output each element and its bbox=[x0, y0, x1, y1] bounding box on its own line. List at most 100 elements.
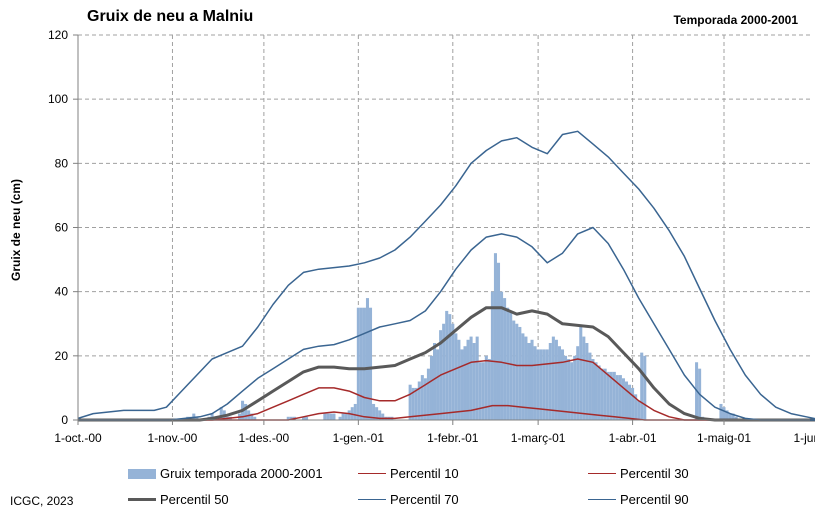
legend: Gruix temporada 2000-2001 Percentil 10 Per… bbox=[128, 466, 768, 516]
snow-depth-bar bbox=[591, 359, 595, 420]
snow-depth-bar bbox=[548, 343, 552, 420]
legend-item: Percentil 90 bbox=[588, 492, 689, 507]
grid-layer bbox=[78, 34, 810, 420]
snow-depth-bar bbox=[536, 349, 540, 420]
snow-depth-bar bbox=[542, 349, 546, 420]
snow-depth-bar bbox=[493, 253, 497, 420]
snow-depth-bar bbox=[570, 362, 574, 420]
legend-swatch bbox=[588, 499, 616, 500]
snow-depth-bar bbox=[344, 413, 348, 420]
snow-depth-bar bbox=[600, 368, 604, 420]
y-tick-label: 0 bbox=[61, 413, 68, 427]
snow-depth-bar bbox=[560, 349, 565, 420]
snow-depth-bar bbox=[521, 333, 525, 420]
snow-depth-bar bbox=[378, 410, 382, 420]
snow-depth-bar bbox=[518, 326, 522, 420]
snow-depth-bar bbox=[332, 413, 336, 420]
snow-depth-bar bbox=[484, 355, 488, 420]
snow-depth-bar bbox=[338, 416, 342, 420]
snow-depth-bar bbox=[634, 394, 638, 420]
snow-depth-bar bbox=[369, 307, 373, 420]
snow-depth-bar bbox=[564, 355, 568, 420]
snow-depth-bar bbox=[618, 375, 622, 420]
snow-depth-bar bbox=[475, 336, 479, 420]
legend-swatch bbox=[358, 499, 386, 500]
snow-depth-bar bbox=[490, 291, 494, 420]
snow-depth-bar bbox=[515, 323, 519, 420]
snow-depth-bar bbox=[597, 365, 601, 420]
snow-depth-bar bbox=[414, 387, 418, 420]
snow-depth-bar bbox=[643, 355, 647, 420]
legend-item: Percentil 10 bbox=[358, 466, 459, 481]
snow-depth-bar bbox=[640, 352, 644, 420]
y-tick-label: 20 bbox=[55, 349, 69, 363]
snow-depth-bar bbox=[466, 339, 470, 420]
snow-depth-bar bbox=[347, 410, 351, 420]
snow-depth-bar bbox=[365, 298, 370, 420]
legend-label: Percentil 30 bbox=[620, 466, 689, 481]
snow-depth-bar bbox=[603, 368, 607, 420]
snow-depth-bar bbox=[219, 407, 223, 420]
snow-depth-bar bbox=[463, 346, 467, 420]
snow-depth-bar bbox=[432, 343, 437, 420]
snow-depth-bar bbox=[250, 413, 254, 420]
snow-depth-bar bbox=[557, 346, 561, 420]
y-tick-label: 120 bbox=[48, 28, 68, 42]
snow-depth-bar bbox=[621, 378, 625, 420]
snow-depth-bar bbox=[585, 343, 589, 420]
season-label: Temporada 2000-2001 bbox=[673, 13, 798, 27]
snow-depth-bar bbox=[457, 339, 461, 420]
legend-swatch bbox=[128, 468, 156, 479]
series-line-percentil-30 bbox=[78, 358, 815, 421]
snow-depth-bar bbox=[353, 403, 357, 420]
snow-depth-bar bbox=[195, 416, 199, 420]
legend-label: Percentil 50 bbox=[160, 492, 229, 507]
snow-depth-bar bbox=[719, 403, 723, 420]
x-tick-label: 1-maig-01 bbox=[697, 431, 751, 445]
series-line-percentil-90 bbox=[77, 130, 815, 420]
snow-depth-bar bbox=[624, 381, 629, 420]
legend-item: Percentil 50 bbox=[128, 492, 229, 507]
snow-depth-bar bbox=[341, 413, 345, 420]
series-line-percentil-10 bbox=[78, 404, 815, 421]
legend-item: Percentil 70 bbox=[358, 492, 459, 507]
x-tick-label: 1-juny-01 bbox=[793, 431, 815, 445]
snow-depth-bar bbox=[579, 326, 583, 420]
snow-depth-bar bbox=[631, 387, 635, 420]
snow-depth-bar bbox=[323, 413, 327, 420]
snow-depth-bar bbox=[426, 368, 430, 420]
snow-depth-bar bbox=[725, 410, 729, 420]
snow-depth-bar bbox=[554, 339, 558, 420]
snow-depth-bar bbox=[567, 359, 571, 420]
snow-depth-bar bbox=[375, 407, 379, 420]
credit-text: ICGC, 2023 bbox=[10, 494, 74, 508]
snow-depth-bar bbox=[289, 416, 293, 420]
snow-depth-bar bbox=[451, 323, 455, 420]
snow-depth-bar bbox=[609, 371, 613, 420]
snow-depth-bar bbox=[533, 346, 537, 420]
x-tick-label: 1-març-01 bbox=[511, 431, 566, 445]
snow-depth-bar bbox=[509, 310, 513, 420]
axis-layer: 0 20 40 60 80 100 120 1-oct.-00 1-nov.-00 1-des.-… bbox=[48, 28, 815, 445]
snow-depth-bar bbox=[481, 362, 485, 420]
snow-depth-bar bbox=[411, 387, 415, 420]
snow-depth-bar bbox=[512, 320, 516, 420]
snow-depth-bar bbox=[301, 416, 306, 420]
snow-depth-bar bbox=[527, 343, 531, 420]
legend-label: Percentil 10 bbox=[390, 466, 459, 481]
snow-depth-bar bbox=[594, 362, 598, 420]
snow-depth-bar bbox=[423, 378, 427, 420]
snow-depth-bar bbox=[628, 384, 632, 420]
snow-depth-bar bbox=[448, 314, 452, 420]
snow-depth-bar bbox=[326, 413, 330, 420]
snow-depth-bar bbox=[496, 262, 501, 420]
snow-depth-bar bbox=[305, 416, 309, 420]
snow-depth-bar bbox=[329, 413, 333, 420]
y-tick-label: 40 bbox=[55, 285, 69, 299]
snow-depth-bar bbox=[408, 384, 412, 420]
snow-depth-bar bbox=[445, 310, 449, 420]
snow-depth-bar bbox=[210, 413, 214, 420]
legend-swatch bbox=[588, 473, 616, 474]
x-tick-label: 1-oct.-00 bbox=[54, 431, 102, 445]
